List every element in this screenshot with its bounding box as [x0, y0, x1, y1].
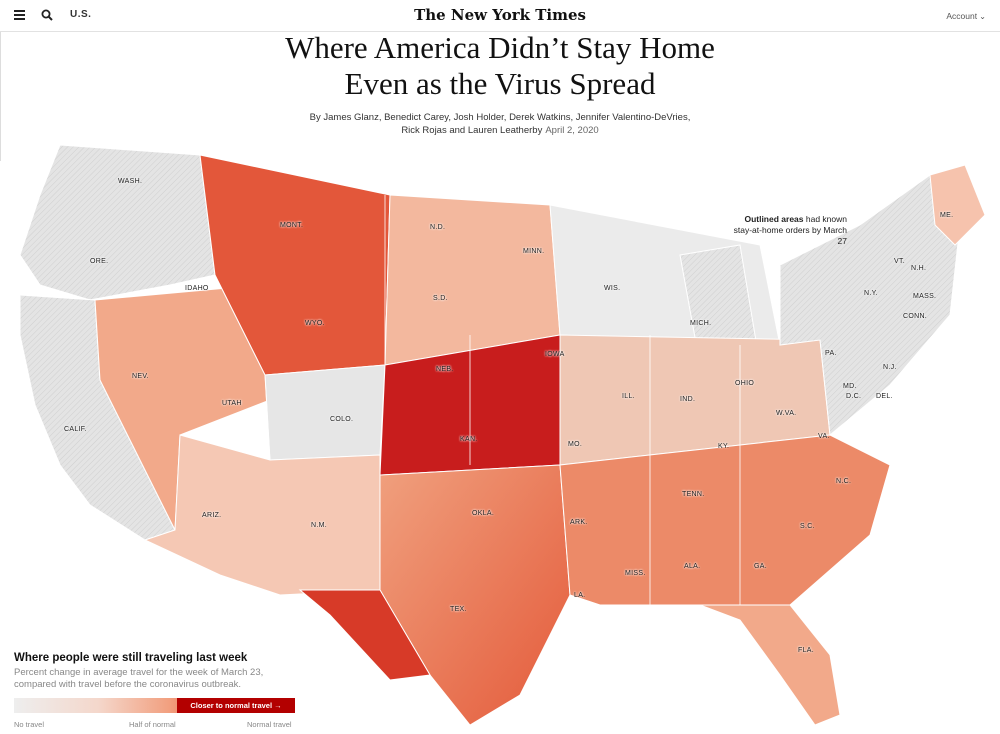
legend-title: Where people were still traveling last w…: [14, 652, 248, 664]
byline-authors-1: By James Glanz, Benedict Carey, Josh Hol…: [309, 112, 691, 123]
region-southwest: [143, 434, 381, 596]
state-label: TENN.: [682, 491, 705, 498]
state-label: N.J.: [883, 364, 897, 371]
headline-line-2: Even as the Virus Spread: [344, 66, 656, 101]
state-label: IND.: [680, 396, 696, 403]
state-label: N.Y.: [864, 290, 878, 297]
region-texas: [379, 464, 571, 726]
us-county-travel-map: [19, 144, 986, 726]
legend-tick-normal: Normal travel: [247, 720, 292, 729]
state-label: WYO.: [305, 320, 325, 327]
state-label: MO.: [568, 441, 583, 448]
region-texas-panhandle-west: [298, 589, 431, 681]
state-label: MONT.: [280, 222, 304, 229]
state-label: N.H.: [911, 265, 927, 272]
state-label: OKLA.: [472, 510, 495, 517]
edition-link[interactable]: U.S.: [70, 9, 92, 20]
region-colorado-plateau: [264, 364, 386, 461]
page-edge-divider: [0, 31, 1, 161]
byline-authors-2: Rick Rojas and Lauren Leatherby: [401, 124, 543, 136]
state-label: W.VA.: [776, 410, 797, 417]
state-label: ALA.: [684, 563, 701, 570]
stay-at-home-annotation: Outlined areas had known stay-at-home or…: [727, 214, 847, 247]
legend-tick-half: Half of normal: [129, 720, 176, 729]
state-label: ME.: [940, 212, 954, 219]
state-label: KAN.: [460, 436, 478, 443]
state-label: ORE.: [90, 258, 109, 265]
region-northeast: [779, 174, 961, 436]
legend-color-scale: Closer to normal travel →: [14, 698, 295, 713]
state-label: NEB.: [436, 366, 454, 373]
state-label: GA.: [754, 563, 767, 570]
state-label: N.D.: [430, 224, 446, 231]
region-southeast: [559, 434, 891, 606]
state-label: N.M.: [311, 522, 327, 529]
legend-normal-travel-tag: Closer to normal travel →: [177, 698, 295, 713]
state-label: MD.: [843, 383, 857, 390]
state-label: KY.: [718, 443, 730, 450]
state-label: OHIO: [735, 380, 755, 387]
state-label: S.D.: [433, 295, 448, 302]
state-label: VT.: [894, 258, 906, 265]
account-menu-button[interactable]: Account: [946, 11, 986, 21]
state-label: ILL.: [622, 393, 635, 400]
nyt-logo[interactable]: The New York Times: [414, 6, 586, 24]
headline-line-1: Where America Didn’t Stay Home: [285, 30, 715, 65]
legend-tick-no-travel: No travel: [14, 720, 45, 729]
state-label: IDAHO: [185, 285, 209, 292]
state-label: WIS.: [604, 285, 621, 292]
state-label: FLA.: [798, 647, 814, 654]
state-borders: [214, 195, 741, 605]
hamburger-menu-icon[interactable]: [14, 10, 25, 20]
state-label: ARK.: [570, 519, 588, 526]
state-label: COLO.: [330, 416, 354, 423]
state-label: WASH.: [118, 178, 143, 185]
map-legend: Where people were still traveling last w…: [14, 652, 314, 729]
state-label: DEL.: [876, 393, 893, 400]
publish-date: April 2, 2020: [545, 124, 599, 136]
legend-subtitle: Percent change in average travel for the…: [14, 667, 264, 690]
state-label: TEX.: [450, 606, 467, 613]
state-label: MASS.: [913, 293, 937, 300]
annotation-text: had known stay-at-home orders by March 2…: [733, 214, 847, 246]
state-label: UTAH: [222, 400, 242, 407]
state-label: LA.: [574, 592, 586, 599]
search-icon[interactable]: [41, 9, 53, 21]
state-label: MICH.: [690, 320, 712, 327]
state-label: MISS.: [625, 570, 646, 577]
region-maine: [929, 164, 986, 246]
state-label: VA.: [818, 433, 830, 440]
byline: By James Glanz, Benedict Carey, Josh Hol…: [0, 112, 1000, 137]
state-label: ARIZ.: [202, 512, 222, 519]
state-label: NEV.: [132, 373, 149, 380]
state-label: IOWA: [545, 351, 565, 358]
state-label: CALIF.: [64, 426, 87, 433]
state-label: S.C.: [800, 523, 815, 530]
state-label: N.C.: [836, 478, 852, 485]
state-label: MINN.: [523, 248, 545, 255]
region-florida: [699, 604, 841, 726]
state-label: CONN.: [903, 313, 928, 320]
state-label: D.C.: [846, 393, 862, 400]
article-headline: Where America Didn’t Stay Home Even as t…: [0, 30, 1000, 102]
state-label: PA.: [825, 350, 837, 357]
top-nav: U.S. The New York Times Account: [0, 0, 1000, 32]
annotation-bold: Outlined areas: [744, 214, 804, 224]
region-pacific-northwest: [19, 144, 216, 301]
